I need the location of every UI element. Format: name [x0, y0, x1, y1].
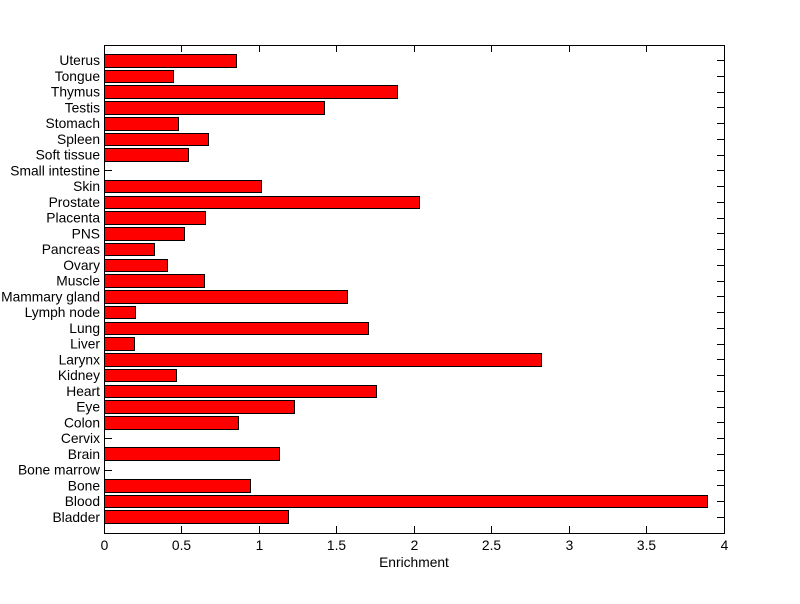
svg-text:Bladder: Bladder	[52, 510, 100, 525]
svg-text:Lymph node: Lymph node	[25, 305, 101, 320]
svg-text:Lung: Lung	[69, 321, 100, 336]
svg-text:1.5: 1.5	[327, 538, 347, 553]
svg-text:2: 2	[411, 538, 419, 553]
svg-text:Ovary: Ovary	[63, 258, 100, 273]
svg-text:Larynx: Larynx	[59, 352, 101, 367]
svg-text:2.5: 2.5	[482, 538, 502, 553]
svg-text:Bone: Bone	[68, 478, 101, 493]
svg-text:Testis: Testis	[65, 100, 100, 115]
svg-text:Tongue: Tongue	[55, 69, 101, 84]
svg-text:Pancreas: Pancreas	[42, 242, 100, 257]
svg-text:Skin: Skin	[73, 179, 100, 194]
svg-text:1: 1	[256, 538, 264, 553]
svg-text:3.5: 3.5	[637, 538, 657, 553]
svg-text:Cervix: Cervix	[61, 431, 100, 446]
svg-text:Muscle: Muscle	[56, 274, 100, 289]
svg-text:Liver: Liver	[70, 337, 100, 352]
svg-text:Eye: Eye	[76, 400, 100, 415]
svg-text:0: 0	[101, 538, 109, 553]
svg-text:0.5: 0.5	[172, 538, 192, 553]
svg-text:Prostate: Prostate	[49, 195, 101, 210]
svg-text:Thymus: Thymus	[51, 85, 100, 100]
svg-text:Uterus: Uterus	[59, 53, 100, 68]
svg-text:Bone marrow: Bone marrow	[18, 463, 100, 478]
svg-text:Stomach: Stomach	[46, 116, 100, 131]
svg-text:Blood: Blood	[65, 494, 100, 509]
svg-text:4: 4	[721, 538, 729, 553]
svg-text:3: 3	[566, 538, 574, 553]
svg-text:Heart: Heart	[66, 384, 100, 399]
svg-text:Colon: Colon	[64, 415, 100, 430]
svg-text:Brain: Brain	[68, 447, 100, 462]
svg-text:Kidney: Kidney	[58, 368, 100, 383]
svg-text:Soft tissue: Soft tissue	[36, 148, 101, 163]
svg-text:Small intestine: Small intestine	[10, 163, 100, 178]
svg-text:Spleen: Spleen	[57, 132, 100, 147]
svg-text:PNS: PNS	[72, 226, 100, 241]
svg-text:Enrichment: Enrichment	[379, 555, 449, 570]
svg-text:Mammary gland: Mammary gland	[1, 289, 100, 304]
svg-text:Placenta: Placenta	[46, 211, 100, 226]
